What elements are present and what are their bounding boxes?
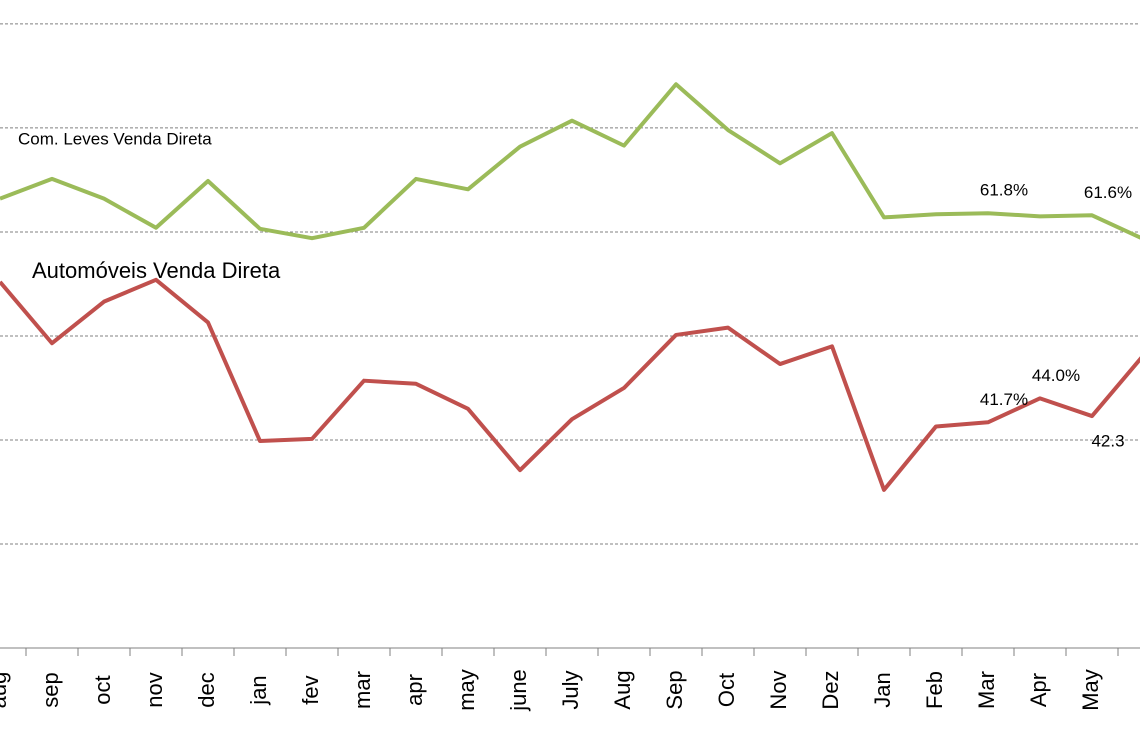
x-tick-label: Apr xyxy=(1026,673,1051,707)
x-tick-label: june xyxy=(506,669,531,712)
data-label: 42.3 xyxy=(1091,432,1124,451)
data-label: 61.6% xyxy=(1084,183,1132,202)
x-tick-label: Jan xyxy=(870,672,895,707)
x-tick-label: Mar xyxy=(974,671,999,709)
x-tick-label: jan xyxy=(246,675,271,705)
data-label: 41.7% xyxy=(980,390,1028,409)
series-line xyxy=(0,82,1140,241)
x-tick-label: sep xyxy=(38,672,63,707)
x-tick-label: Feb xyxy=(922,671,947,709)
x-tick-label: may xyxy=(454,669,479,711)
x-tick-label: Oct xyxy=(714,673,739,707)
x-tick-label: July xyxy=(558,670,583,709)
x-tick-label: Dez xyxy=(818,670,843,709)
x-tick-label: Sep xyxy=(662,670,687,709)
series-line xyxy=(0,277,1140,492)
x-tick-label: Nov xyxy=(766,670,791,709)
x-tick-label: May xyxy=(1078,669,1103,711)
x-tick-label: apr xyxy=(402,674,427,706)
series-label: Com. Leves Venda Direta xyxy=(18,129,212,148)
series-label: Automóveis Venda Direta xyxy=(32,258,281,283)
x-tick-label: aug xyxy=(0,672,11,709)
x-tick-label: fev xyxy=(298,675,323,704)
x-tick-label: oct xyxy=(90,675,115,704)
x-tick-label: mar xyxy=(350,671,375,709)
x-tick-label: nov xyxy=(142,672,167,707)
x-tick-label: dec xyxy=(194,672,219,707)
data-label: 61.8% xyxy=(980,181,1028,200)
data-label: 44.0% xyxy=(1032,366,1080,385)
x-tick-label: Aug xyxy=(610,670,635,709)
